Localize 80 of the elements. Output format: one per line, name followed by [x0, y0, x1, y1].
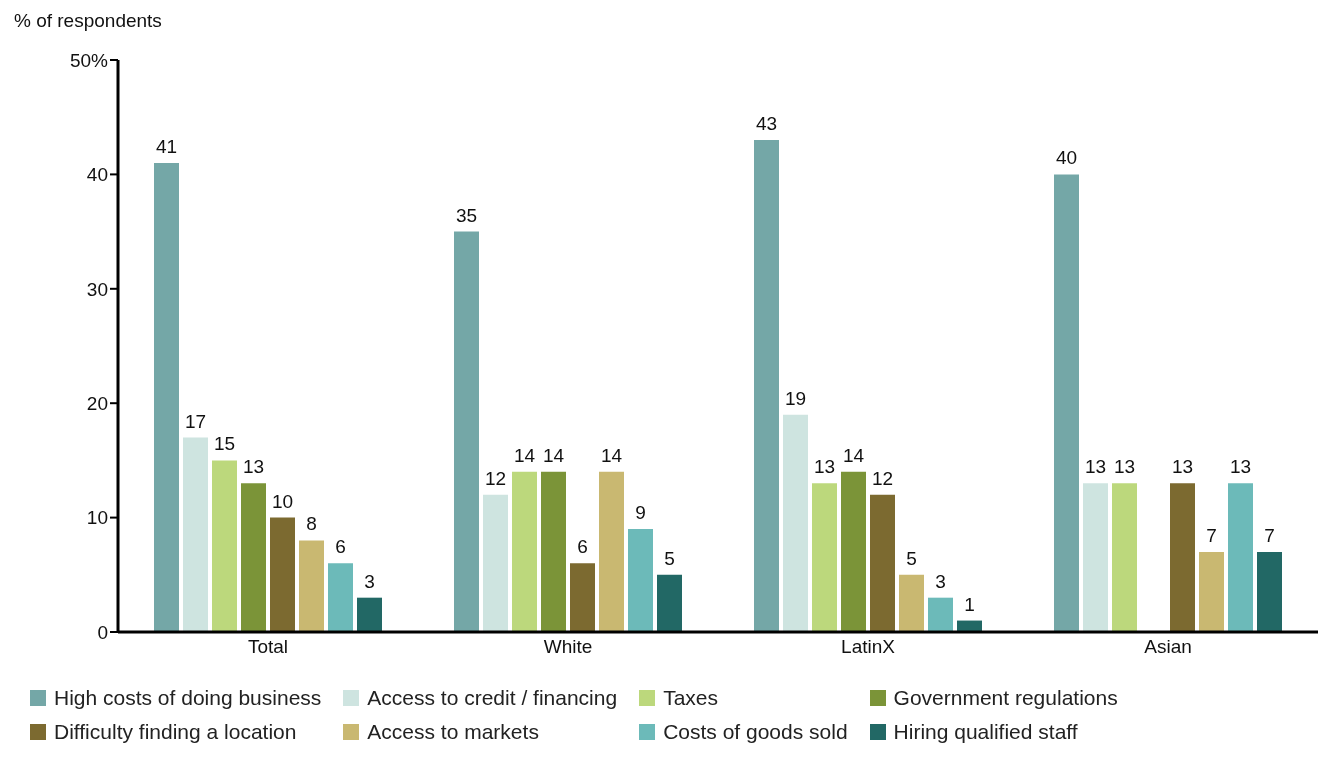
bar [512, 471, 537, 632]
y-tick-label: 40 [86, 164, 108, 186]
data-label: 12 [871, 467, 894, 489]
bar [1257, 551, 1282, 632]
bar [270, 517, 295, 632]
bar [928, 597, 953, 632]
y-tick-label: 0 [97, 621, 108, 643]
data-label: 13 [1084, 456, 1107, 478]
legend-label: Hiring qualified staff [893, 720, 1078, 744]
x-tick-label: White [543, 636, 593, 658]
data-label: 14 [600, 444, 623, 466]
bar [1054, 174, 1079, 632]
data-label: 13 [1229, 456, 1252, 478]
bar [483, 494, 508, 632]
y-tick-label: 10 [86, 507, 108, 529]
data-label: 14 [842, 444, 865, 466]
data-label: 43 [755, 113, 778, 135]
data-label: 7 [1264, 524, 1275, 546]
bar [1112, 483, 1137, 632]
legend-label: Access to credit / financing [367, 686, 618, 710]
bar [154, 162, 179, 632]
x-tick-label: Total [247, 636, 289, 658]
data-label: 13 [1113, 456, 1136, 478]
y-axis-title: % of respondents [14, 10, 162, 32]
legend-label: Difficulty finding a location [54, 720, 297, 744]
data-label: 6 [335, 536, 346, 558]
data-label: 17 [184, 410, 207, 432]
bar [812, 483, 837, 632]
x-tick-label: LatinX [841, 636, 896, 658]
data-label: 35 [455, 204, 478, 226]
legend-label: Government regulations [893, 686, 1118, 710]
bar [357, 597, 382, 632]
bar [1199, 551, 1224, 632]
legend-label: Taxes [663, 686, 718, 710]
bar [570, 563, 595, 632]
bar [599, 471, 624, 632]
data-label: 41 [155, 135, 178, 157]
y-tick-label: 30 [86, 278, 108, 300]
data-label: 5 [664, 547, 675, 569]
data-label: 1 [964, 593, 975, 615]
bar [628, 529, 653, 632]
data-label: 7 [1206, 524, 1217, 546]
data-label: 13 [813, 456, 836, 478]
bar [241, 483, 266, 632]
data-label: 40 [1055, 147, 1078, 169]
bar [783, 414, 808, 632]
bar [1228, 483, 1253, 632]
bar [657, 574, 682, 632]
data-label: 12 [484, 467, 507, 489]
data-label: 6 [577, 536, 588, 558]
bar [454, 231, 479, 632]
bar [328, 563, 353, 632]
data-label: 3 [935, 570, 946, 592]
data-label: 10 [271, 490, 294, 512]
data-label: 3 [364, 570, 375, 592]
data-label: 14 [542, 444, 565, 466]
data-label: 13 [242, 456, 265, 478]
bar [870, 494, 895, 632]
data-label: 9 [635, 502, 646, 524]
x-tick-label: Asian [1144, 636, 1192, 658]
data-label: 8 [306, 513, 317, 535]
y-tick-label: 20 [86, 392, 108, 414]
legend-label: Access to markets [367, 720, 539, 744]
bar [1170, 483, 1195, 632]
data-label: 15 [213, 433, 236, 455]
bar [899, 574, 924, 632]
data-label: 19 [784, 387, 807, 409]
bar [299, 540, 324, 632]
legend-label: Costs of goods sold [663, 720, 848, 744]
data-label: 13 [1171, 456, 1194, 478]
bar [841, 471, 866, 632]
bar [212, 460, 237, 632]
bar [754, 140, 779, 632]
y-tick-label: 50% [69, 49, 109, 71]
bar [1083, 483, 1108, 632]
legend-label: High costs of doing business [54, 686, 322, 710]
data-label: 5 [906, 547, 917, 569]
data-label: 14 [513, 444, 536, 466]
bar [541, 471, 566, 632]
bar [183, 437, 208, 632]
